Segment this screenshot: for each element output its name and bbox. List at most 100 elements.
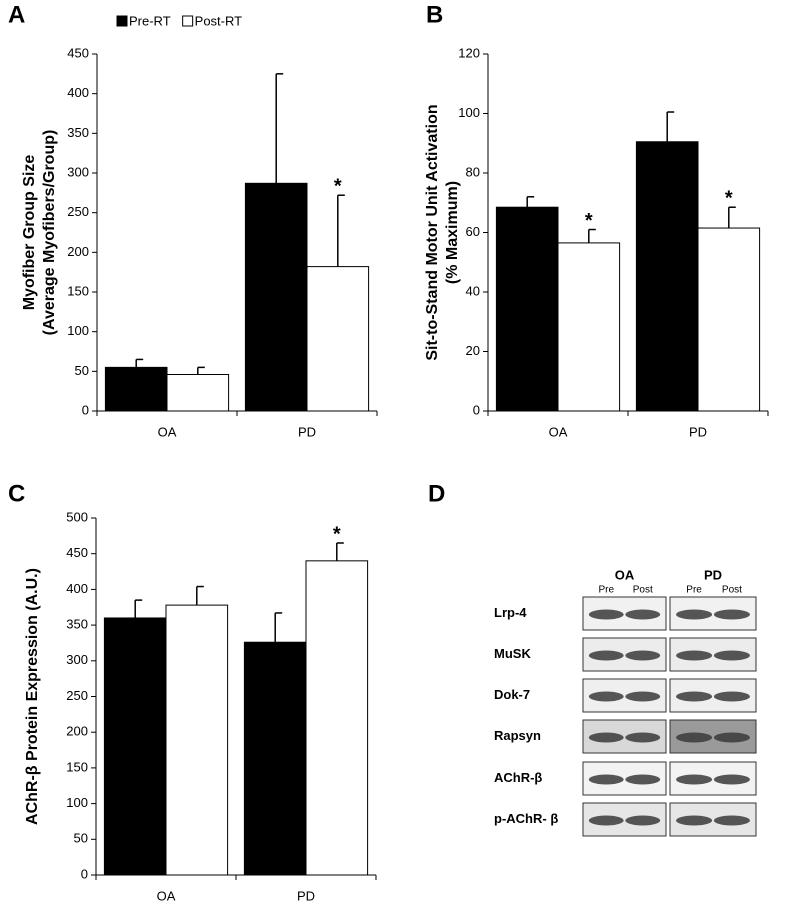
blot-band (625, 815, 661, 826)
legend-swatch (116, 15, 128, 27)
blot-band (713, 815, 750, 826)
y-axis-label: (Average Myofibers/Group) (41, 130, 58, 336)
y-tick-label: 0 (473, 402, 480, 417)
row-label: MuSK (494, 646, 531, 661)
x-tick-label: OA (157, 888, 176, 901)
blot-band (713, 691, 750, 702)
blot-band (676, 650, 713, 661)
significance-marker: * (334, 175, 342, 197)
blot-band (676, 774, 713, 785)
y-tick-label: 450 (66, 545, 88, 560)
bar (635, 141, 699, 412)
blot-band (625, 609, 661, 620)
blot-band (588, 650, 624, 661)
bar (103, 617, 167, 876)
legend-label: Post-RT (195, 13, 242, 28)
y-tick-label: 350 (66, 617, 88, 632)
legend-label: Pre-RT (129, 13, 171, 28)
bar (557, 242, 621, 412)
y-tick-label: 40 (466, 283, 480, 298)
row-label: Lrp-4 (494, 605, 527, 620)
blot-band (676, 732, 713, 743)
y-tick-label: 200 (67, 244, 89, 259)
x-tick-label: PD (298, 424, 316, 439)
x-tick-label: PD (689, 424, 707, 439)
bar (495, 206, 559, 412)
bar (697, 227, 761, 412)
blot-band (713, 609, 750, 620)
panel-label: B (426, 1, 443, 28)
blot-band (713, 650, 750, 661)
blot-band (676, 691, 713, 702)
lane-label: Post (722, 585, 742, 596)
y-tick-label: 150 (67, 283, 89, 298)
y-tick-label: 120 (458, 45, 480, 60)
bar (166, 374, 230, 412)
y-tick-label: 0 (82, 402, 89, 417)
row-label: p-AChR- β (494, 811, 558, 826)
blot-band (588, 609, 624, 620)
blot-band (713, 774, 750, 785)
x-tick-label: OA (158, 424, 177, 439)
bar (243, 641, 307, 876)
blot-band (625, 691, 661, 702)
y-tick-label: 100 (67, 323, 89, 338)
bar (244, 182, 308, 412)
y-axis-label: Myofiber Group Size (21, 155, 38, 311)
lane-label: Post (633, 585, 653, 596)
blot-band (676, 815, 713, 826)
blot-band (588, 774, 624, 785)
y-tick-label: 400 (67, 85, 89, 100)
legend-swatch (182, 15, 194, 27)
bar (305, 560, 369, 876)
y-tick-label: 300 (67, 164, 89, 179)
bar (306, 266, 370, 412)
panel-label: A (8, 1, 25, 28)
y-axis-label: (% Maximum) (444, 181, 461, 284)
bar (165, 604, 229, 876)
blot-band (625, 732, 661, 743)
y-tick-label: 250 (66, 688, 88, 703)
y-tick-label: 100 (458, 105, 480, 120)
lane-label: Pre (598, 585, 614, 596)
y-tick-label: 300 (66, 652, 88, 667)
y-tick-label: 50 (75, 363, 89, 378)
blot-band (625, 650, 661, 661)
blot-band (713, 732, 750, 743)
y-tick-label: 150 (66, 759, 88, 774)
y-tick-label: 100 (66, 795, 88, 810)
y-tick-label: 60 (466, 224, 480, 239)
x-tick-label: OA (549, 424, 568, 439)
y-tick-label: 20 (466, 343, 480, 358)
bar (104, 366, 168, 412)
significance-marker: * (333, 523, 341, 545)
blot-band (588, 691, 624, 702)
row-label: Rapsyn (494, 728, 541, 743)
group-label: OA (615, 567, 635, 582)
significance-marker: * (585, 210, 593, 232)
y-tick-label: 0 (81, 866, 88, 881)
blot-band (676, 609, 713, 620)
row-label: Dok-7 (494, 687, 530, 702)
y-tick-label: 400 (66, 581, 88, 596)
lane-label: Pre (686, 585, 702, 596)
group-label: PD (704, 567, 722, 582)
y-tick-label: 250 (67, 204, 89, 219)
y-tick-label: 80 (466, 164, 480, 179)
blot-band (588, 815, 624, 826)
y-axis-label: Sit-to-Stand Motor Unit Activation (424, 104, 441, 360)
y-tick-label: 350 (67, 125, 89, 140)
y-tick-label: 50 (74, 831, 88, 846)
significance-marker: * (725, 187, 733, 209)
y-tick-label: 450 (67, 45, 89, 60)
blot-band (625, 774, 661, 785)
panel-label: D (428, 480, 445, 507)
y-tick-label: 500 (66, 509, 88, 524)
row-label: AChR-β (494, 770, 542, 785)
y-tick-label: 200 (66, 724, 88, 739)
x-tick-label: PD (297, 888, 315, 901)
blot-band (588, 732, 624, 743)
panel-label: C (8, 480, 25, 507)
y-axis-label: AChR-β Protein Expression (A.U.) (24, 568, 41, 825)
